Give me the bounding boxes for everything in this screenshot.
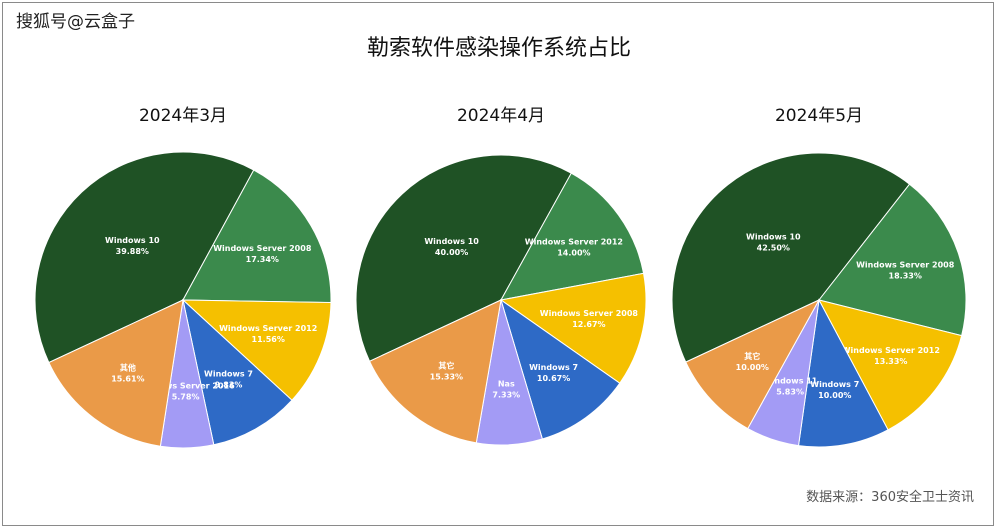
chart-title: 2024年3月	[139, 106, 227, 126]
slice-value-label: 13.33%	[874, 357, 907, 366]
slice-value-label: 7.33%	[492, 391, 520, 400]
chart-title: 2024年5月	[775, 106, 863, 126]
pie-slice	[797, 298, 889, 448]
watermark: 搜狐号@云盒子	[16, 12, 135, 32]
slice-value-label: 42.50%	[757, 244, 790, 253]
slice-label: 其他	[120, 362, 136, 372]
slice-label: Windows 7	[810, 380, 859, 389]
slice-label: 其它	[744, 351, 760, 361]
pie-slice	[818, 299, 963, 431]
slice-label: Windows Server 2008	[540, 309, 639, 318]
pie-slice	[500, 172, 645, 301]
slice-value-label: 12.67%	[572, 320, 605, 329]
pie-slice	[685, 298, 821, 430]
slice-value-label: 11.56%	[252, 335, 285, 344]
slice-label: Windows 10	[746, 233, 801, 242]
pie-slice	[818, 183, 967, 337]
slice-value-label: 10.67%	[537, 374, 570, 383]
chart-title: 2024年4月	[457, 106, 545, 126]
pie-chart-1: 2024年3月 Windows 10 39.88% Windows Server 20…	[34, 106, 332, 449]
slice-label: Windows Server 2008	[213, 244, 312, 253]
slice-value-label: 5.83%	[776, 387, 804, 396]
slice-value-label: 15.33%	[430, 372, 463, 381]
pie-chart-3: 2024年5月 Windows 10 42.50% Windows Server 20…	[671, 106, 967, 448]
slice-label: 其它	[438, 360, 454, 370]
source-note: 数据来源：360安全卫士资讯	[806, 490, 974, 505]
pie-slice	[48, 299, 184, 447]
slice-label: Windows Server 2016	[136, 382, 235, 391]
slice-label: Windows Server 2012	[219, 324, 317, 333]
figure-title: 勒索软件感染操作系统占比	[366, 36, 631, 61]
slice-value-label: 10.00%	[818, 391, 851, 400]
pie-slice	[182, 298, 293, 446]
pie-slice	[671, 152, 911, 363]
pie-slice	[181, 299, 332, 401]
slice-value-label: 10.00%	[736, 363, 769, 372]
slice-value-label: 14.00%	[557, 248, 590, 257]
slice-value-label: 5.78%	[172, 393, 200, 402]
slice-label: Windows Server 2012	[525, 237, 623, 246]
slice-label: Windows 10	[105, 236, 160, 245]
pie-slice	[368, 299, 502, 444]
slice-label: Windows Server 2012	[842, 346, 940, 355]
slice-label: Windows 10	[424, 237, 479, 246]
slice-label: Windows 7	[529, 363, 578, 372]
pie-chart-2: 2024年4月 Windows 10 40.00% Windows Server 20…	[355, 106, 647, 446]
slice-label: Windows Server 2008	[856, 260, 955, 269]
pie-slice	[499, 272, 647, 384]
slice-value-label: 15.61%	[111, 374, 144, 383]
slice-label: Windows 7	[204, 370, 253, 379]
pie-slice	[34, 151, 255, 364]
slice-value-label: 40.00%	[435, 248, 468, 257]
slice-value-label: 9.83%	[215, 381, 243, 390]
slice-label: Windows 11	[763, 376, 818, 385]
pie-slice	[182, 169, 332, 304]
pie-slice	[500, 298, 621, 440]
slice-value-label: 18.33%	[889, 271, 922, 280]
pie-slice	[355, 154, 572, 362]
slice-label: Nas	[498, 380, 515, 389]
slice-value-label: 17.34%	[246, 255, 279, 264]
slice-value-label: 39.88%	[116, 247, 149, 256]
